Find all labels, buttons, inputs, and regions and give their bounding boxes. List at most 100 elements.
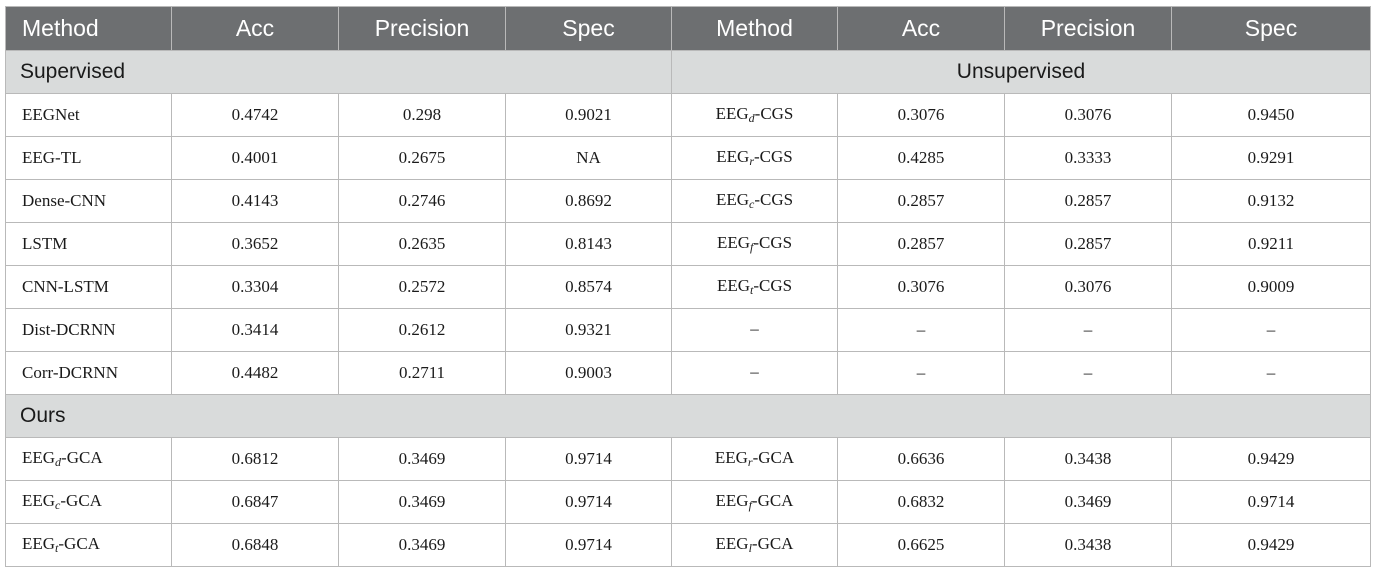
- method-cell: CNN-LSTM: [5, 265, 172, 309]
- method-subscript: t: [749, 283, 754, 297]
- method-cell: EEGf-GCA: [671, 480, 838, 524]
- precision-cell: 0.3469: [1004, 480, 1172, 524]
- spec-cell: 0.9021: [505, 93, 672, 137]
- section-label-supervised: Supervised: [5, 50, 672, 94]
- method-base: EEG: [715, 190, 749, 209]
- method-cell: EEGd-GCA: [5, 437, 172, 481]
- precision-cell: 0.2572: [338, 265, 506, 309]
- method-subscript: r: [749, 154, 754, 168]
- spec-cell: 0.9714: [505, 437, 672, 481]
- method-base: EEG: [716, 147, 750, 166]
- acc-cell: 0.3652: [171, 222, 339, 266]
- method-suffix: -CGS: [754, 190, 794, 209]
- header-precision-right: Precision: [1004, 6, 1172, 51]
- precision-cell: 0.3438: [1004, 523, 1172, 567]
- table-row: Corr-DCRNN 0.4482 0.2711 0.9003– – – –: [5, 351, 1371, 395]
- acc-cell: 0.6812: [171, 437, 339, 481]
- method-subscript: c: [748, 197, 755, 211]
- method-base: EEG: [715, 491, 749, 510]
- method-cell: Corr-DCRNN: [5, 351, 172, 395]
- acc-cell: 0.2857: [837, 222, 1005, 266]
- spec-cell: 0.8692: [505, 179, 672, 223]
- precision-cell: 0.2711: [338, 351, 506, 395]
- precision-cell: –: [1004, 351, 1172, 395]
- table-row: LSTM 0.3652 0.2635 0.8143 EEGf-CGS 0.2857 0.28…: [5, 222, 1371, 266]
- precision-cell: 0.2635: [338, 222, 506, 266]
- method-subscript: f: [749, 240, 754, 254]
- acc-cell: 0.4742: [171, 93, 339, 137]
- table-row: Dist-DCRNN 0.3414 0.2612 0.9321– – – –: [5, 308, 1371, 352]
- precision-cell: 0.3076: [1004, 265, 1172, 309]
- method-cell: EEGd-CGS: [671, 93, 838, 137]
- method-cell: LSTM: [5, 222, 172, 266]
- method-subscript: r: [747, 455, 753, 469]
- acc-cell: –: [837, 351, 1005, 395]
- spec-cell: 0.9321: [505, 308, 672, 352]
- spec-cell: –: [1171, 308, 1371, 352]
- method-cell: EEGc-CGS: [671, 179, 838, 223]
- spec-cell: 0.9009: [1171, 265, 1371, 309]
- precision-cell: 0.3076: [1004, 93, 1172, 137]
- header-acc-right: Acc: [837, 6, 1005, 51]
- precision-cell: 0.2857: [1004, 222, 1172, 266]
- method-cell: EEGc-GCA: [5, 480, 172, 524]
- method-base: EEG: [22, 448, 56, 467]
- method-cell: EEGf-CGS: [671, 222, 838, 266]
- acc-cell: 0.2857: [837, 179, 1005, 223]
- spec-cell: 0.9291: [1171, 136, 1371, 180]
- spec-cell: 0.9714: [505, 480, 672, 524]
- table-row: Dense-CNN 0.4143 0.2746 0.8692 EEGc-CGS 0.285…: [5, 179, 1371, 223]
- method-base: EEG: [22, 534, 56, 553]
- spec-cell: 0.9714: [1171, 480, 1371, 524]
- spec-cell: 0.9450: [1171, 93, 1371, 137]
- method-cell: Dist-DCRNN: [5, 308, 172, 352]
- table-row: EEGd-GCA 0.6812 0.3469 0.9714 EEGr-GCA 0.6636…: [5, 437, 1371, 481]
- method-base: EEG: [716, 233, 750, 252]
- spec-cell: 0.8143: [505, 222, 672, 266]
- spec-cell: 0.9429: [1171, 437, 1371, 481]
- acc-cell: 0.3076: [837, 265, 1005, 309]
- method-cell: EEGl-GCA: [671, 523, 838, 567]
- table-row: EEG-TL 0.4001 0.2675 NA EEGr-CGS 0.4285 0.3333…: [5, 136, 1371, 180]
- precision-cell: 0.3333: [1004, 136, 1172, 180]
- method-suffix: -GCA: [60, 491, 102, 510]
- section-row-supervised: Supervised Unsupervised: [5, 50, 1371, 94]
- method-base: EEG: [715, 534, 749, 553]
- header-spec-right: Spec: [1171, 6, 1371, 51]
- spec-cell: 0.9003: [505, 351, 672, 395]
- acc-cell: 0.6847: [171, 480, 339, 524]
- acc-cell: 0.4001: [171, 136, 339, 180]
- method-suffix: -CGS: [753, 276, 793, 295]
- table-row: EEGt-GCA 0.6848 0.3469 0.9714 EEGl-GCA 0.6625…: [5, 523, 1371, 567]
- precision-cell: 0.3469: [338, 523, 506, 567]
- method-suffix: -CGS: [754, 104, 794, 123]
- acc-cell: –: [837, 308, 1005, 352]
- spec-cell: 0.9714: [505, 523, 672, 567]
- spec-cell: NA: [505, 136, 672, 180]
- acc-cell: 0.4143: [171, 179, 339, 223]
- table-row: EEGNet 0.4742 0.298 0.9021 EEGd-CGS 0.3076 0.3…: [5, 93, 1371, 137]
- method-base: EEG: [715, 104, 749, 123]
- results-table: Method Acc Precision Spec Method Acc Pre…: [5, 6, 1371, 567]
- method-base: EEG: [22, 491, 56, 510]
- acc-cell: 0.3304: [171, 265, 339, 309]
- results-table-container: Method Acc Precision Spec Method Acc Pre…: [5, 6, 1371, 567]
- precision-cell: –: [1004, 308, 1172, 352]
- spec-cell: 0.8574: [505, 265, 672, 309]
- table-row: CNN-LSTM 0.3304 0.2572 0.8574 EEGt-CGS 0.3076…: [5, 265, 1371, 309]
- acc-cell: 0.4482: [171, 351, 339, 395]
- precision-cell: 0.3469: [338, 437, 506, 481]
- method-suffix: -CGS: [753, 147, 793, 166]
- method-base: –: [750, 319, 759, 338]
- section-label-unsupervised: Unsupervised: [671, 50, 1371, 94]
- method-subscript: d: [748, 111, 755, 125]
- spec-cell: 0.9211: [1171, 222, 1371, 266]
- section-row-ours: Ours: [5, 394, 1371, 438]
- method-subscript: c: [55, 498, 61, 512]
- acc-cell: 0.6848: [171, 523, 339, 567]
- method-subscript: t: [55, 541, 59, 555]
- section-label-ours: Ours: [5, 394, 1371, 438]
- method-cell: EEGr-CGS: [671, 136, 838, 180]
- acc-cell: 0.4285: [837, 136, 1005, 180]
- precision-cell: 0.2612: [338, 308, 506, 352]
